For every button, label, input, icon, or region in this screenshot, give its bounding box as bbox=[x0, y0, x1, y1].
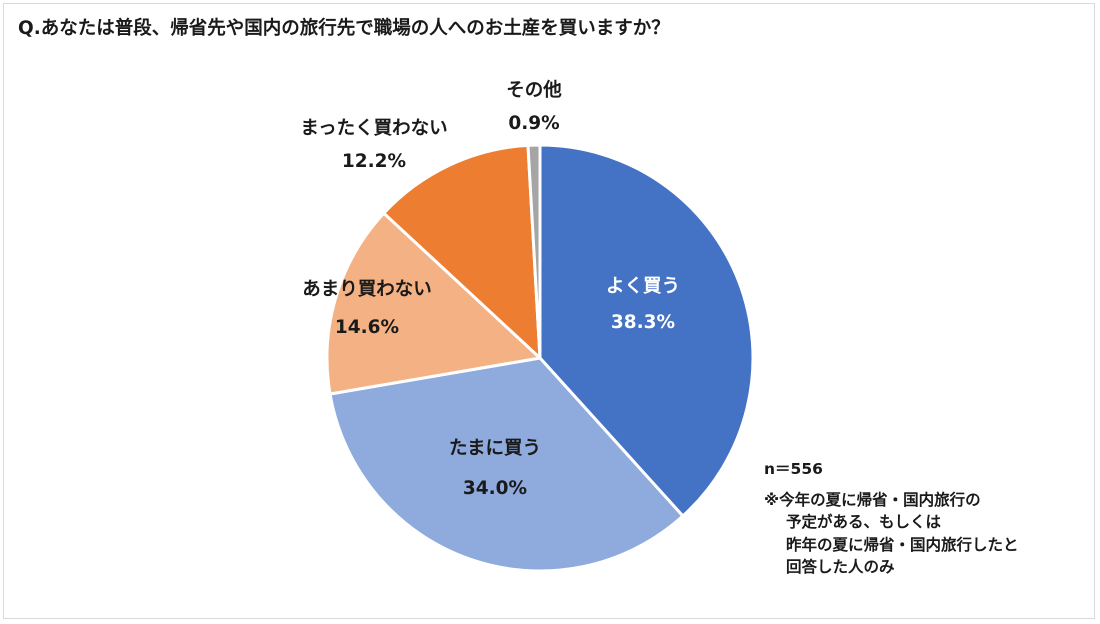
pie-slice-2 bbox=[325, 211, 542, 396]
slice-label-1: たまに買う bbox=[449, 438, 541, 459]
slice-value-1: 34.0% bbox=[463, 478, 527, 499]
sample-size: n＝556 bbox=[764, 460, 823, 478]
pie-slice-3 bbox=[382, 143, 542, 360]
pie-slice-1 bbox=[328, 356, 685, 573]
slice-label-2: あまり買わない bbox=[302, 279, 432, 300]
pie-slice-0 bbox=[538, 143, 755, 518]
slice-value-3: 12.2% bbox=[342, 151, 406, 172]
slice-value-4: 0.9% bbox=[508, 113, 559, 134]
slice-label-4: その他 bbox=[506, 79, 562, 101]
note-line-2: 予定がある、もしくは bbox=[786, 513, 942, 531]
chart-title: Q.あなたは普段、帰省先や国内の旅行先で職場の人へのお土産を買いますか？ bbox=[18, 18, 670, 39]
sample-note: n＝556 ※今年の夏に帰省・国内旅行の 予定がある、もしくは 昨年の夏に帰省・… bbox=[764, 458, 1019, 579]
pie-slice-4 bbox=[526, 143, 542, 360]
note-line-4: 回答した人のみ bbox=[786, 558, 895, 576]
slice-label-3: まったく買わない bbox=[300, 118, 447, 139]
slice-value-0: 38.3% bbox=[611, 312, 675, 333]
note-line-3: 昨年の夏に帰省・国内旅行したと bbox=[786, 535, 1019, 554]
note-line-1: ※今年の夏に帰省・国内旅行の bbox=[764, 490, 981, 509]
slice-label-0: よく買う bbox=[606, 276, 680, 297]
slice-value-2: 14.6% bbox=[335, 317, 399, 338]
